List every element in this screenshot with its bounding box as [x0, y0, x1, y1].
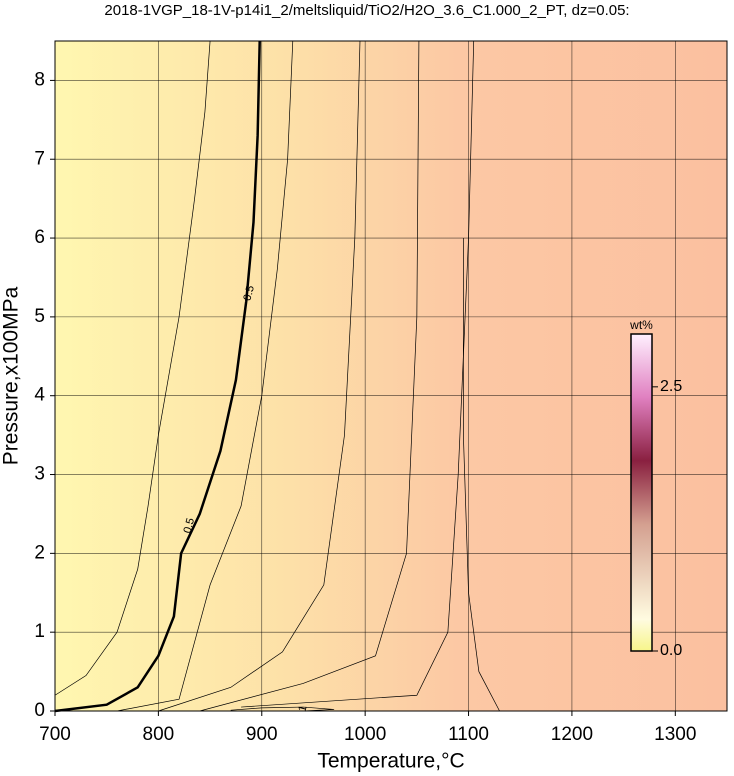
y-tick-label: 8	[34, 69, 45, 90]
y-tick-label: 0	[34, 700, 45, 721]
contour-line	[116, 40, 294, 712]
contour-line	[199, 40, 420, 712]
contour-line	[463, 238, 500, 712]
chart-title: 2018-1VGP_18-1V-p14i1_2/meltsliquid/TiO2…	[104, 2, 629, 19]
plot-frame	[54, 40, 728, 712]
x-tick-label: 700	[39, 724, 71, 745]
contour-line	[54, 40, 211, 696]
y-tick-label: 2	[34, 542, 45, 563]
colorbar-tick-label: 2.5	[660, 378, 682, 395]
x-tick-label: 1300	[654, 724, 696, 745]
x-tick-label: 800	[143, 724, 175, 745]
y-tick-label: 6	[34, 227, 45, 248]
y-tick-label: 1	[34, 621, 45, 642]
colorbar	[630, 333, 653, 652]
contour-line	[158, 40, 361, 712]
contour-label: 1	[296, 704, 309, 713]
x-tick-label: 1100	[448, 724, 489, 745]
contour-line	[241, 40, 475, 708]
contour-line	[54, 40, 261, 713]
x-axis-label: Temperature,°C	[317, 750, 464, 773]
plot-background	[55, 41, 727, 711]
y-tick-label: 7	[34, 148, 45, 169]
colorbar-tick-label: 0.0	[660, 642, 682, 659]
y-tick-label: 5	[34, 306, 45, 327]
y-tick-label: 4	[34, 385, 45, 406]
y-axis-label: Pressure,x100MPa	[0, 286, 23, 465]
x-tick-label: 1000	[344, 724, 386, 745]
contour-label: 0.5	[182, 517, 198, 535]
x-tick-label: 1200	[551, 724, 593, 745]
x-tick-label: 900	[246, 724, 278, 745]
contour-label: 0.5	[241, 284, 257, 302]
colorbar-label: wt%	[629, 318, 653, 332]
y-tick-label: 3	[34, 464, 45, 485]
